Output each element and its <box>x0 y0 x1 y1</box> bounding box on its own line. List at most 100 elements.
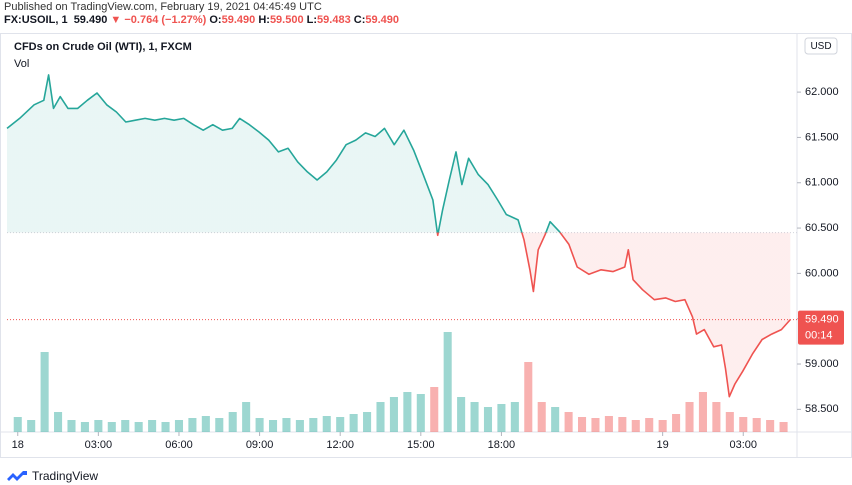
volume-bar <box>389 397 398 432</box>
volume-bar <box>658 420 667 432</box>
x-tick-label: 03:00 <box>729 439 757 451</box>
volume-bar <box>779 422 788 432</box>
y-tick-label: 59.000 <box>805 358 839 370</box>
volume-bar <box>752 418 761 432</box>
x-tick-label: 03:00 <box>85 439 113 451</box>
volume-bar <box>54 412 63 432</box>
symbol-bar: FX:USOIL, 1 59.490 ▼ −0.764 (−1.27%) O:5… <box>4 14 399 26</box>
change: −0.764 (−1.27%) <box>124 14 207 26</box>
volume-bar <box>161 422 170 432</box>
volume-bar <box>497 404 506 432</box>
volume-bar <box>712 402 721 432</box>
currency-box[interactable] <box>804 37 838 55</box>
y-tick-label: 61.500 <box>805 131 839 143</box>
y-tick-label: 60.500 <box>805 222 839 234</box>
volume-bar <box>403 392 412 432</box>
volume-bar <box>282 418 291 432</box>
last-price-label: 59.490 <box>805 314 839 326</box>
last-price-box <box>798 310 844 345</box>
volume-bar <box>349 414 358 432</box>
volume-bar <box>618 417 627 432</box>
volume-bar <box>134 422 143 432</box>
currency: USD <box>810 41 831 52</box>
published-note: Published on TradingView.com, February 1… <box>4 1 322 13</box>
volume-bar <box>604 416 613 432</box>
volume-bar <box>309 418 318 432</box>
ohlc-value: 59.500 <box>269 14 304 26</box>
volume-bar <box>228 412 237 432</box>
legend-title: CFDs on Crude Oil (WTI), 1, FXCM <box>14 41 192 53</box>
volume-bar <box>13 417 22 432</box>
volume-bar <box>188 418 197 432</box>
volume-bar <box>376 402 385 432</box>
volume-bar <box>107 422 116 432</box>
volume-bar <box>336 417 345 432</box>
volume-bar <box>578 417 587 432</box>
volume-bar <box>685 402 694 432</box>
ohlc-label: L: <box>306 14 318 26</box>
logo <box>7 471 27 481</box>
y-tick-label: 62.000 <box>805 86 839 98</box>
x-tick-label: 15:00 <box>407 439 435 451</box>
volume-bar <box>201 416 210 432</box>
ohlc-label: C: <box>353 14 366 26</box>
ohlc-value: 59.490 <box>221 14 256 26</box>
y-tick-label: 60.000 <box>805 267 839 279</box>
volume-bar <box>268 420 278 432</box>
volume-bar <box>510 402 519 432</box>
volume-bar <box>564 412 573 432</box>
volume-bar <box>470 402 479 432</box>
volume-bar <box>524 362 533 432</box>
volume-bar <box>551 407 560 432</box>
ohlc-label: H: <box>258 14 270 26</box>
volume-bar <box>416 394 425 432</box>
volume-bar <box>40 352 49 432</box>
volume-bar <box>725 412 734 432</box>
volume-bar <box>322 416 331 432</box>
baseline-area <box>7 74 791 397</box>
ohlc-value: 59.490 <box>365 14 400 26</box>
volume-bar <box>457 397 466 432</box>
volume-bar <box>27 420 36 432</box>
x-tick-label: 18:00 <box>488 439 516 451</box>
last: 59.490 <box>73 14 108 26</box>
volume-bar <box>80 422 89 432</box>
volume-bar <box>148 420 157 432</box>
y-tick-label: 61.000 <box>805 177 839 189</box>
arrow: ▼ <box>110 14 122 26</box>
volume-bar <box>174 420 184 432</box>
x-tick-label: 09:00 <box>246 439 274 451</box>
volume-bar <box>255 418 264 432</box>
volume-bar <box>94 420 103 432</box>
volume-bar <box>698 392 707 432</box>
volume-bar <box>483 407 493 432</box>
symbol: FX:USOIL, 1 <box>4 14 68 26</box>
price-line <box>6 74 791 398</box>
brand: TradingView <box>32 469 99 483</box>
volume-bar <box>215 418 224 432</box>
x-tick-label: 06:00 <box>165 439 193 451</box>
countdown: 00:14 <box>805 330 833 342</box>
volume-bar <box>430 387 439 432</box>
volume-bar <box>631 420 640 432</box>
volume-bar <box>443 332 452 432</box>
volume-bar <box>645 418 654 432</box>
volume-bar <box>672 414 681 432</box>
volume-bar <box>242 402 251 432</box>
chart: CFDs on Crude Oil (WTI), 1, FXCM Vol USD… <box>0 33 852 458</box>
volume-bar <box>363 412 372 432</box>
x-tick-label: 12:00 <box>326 439 354 451</box>
footer: TradingView <box>6 469 98 483</box>
volume-bar <box>295 420 304 432</box>
legend-volume: Vol <box>14 58 29 70</box>
volume-bar <box>121 420 130 432</box>
volume-bar <box>739 417 748 432</box>
x-tick-label: 18 <box>12 439 24 451</box>
x-tick-label: 19 <box>657 439 669 451</box>
y-tick-label: 58.500 <box>805 403 839 415</box>
volume-bar <box>67 420 76 432</box>
volume-bar <box>537 402 546 432</box>
volume-bar <box>591 418 600 432</box>
volume-bar <box>766 420 775 432</box>
